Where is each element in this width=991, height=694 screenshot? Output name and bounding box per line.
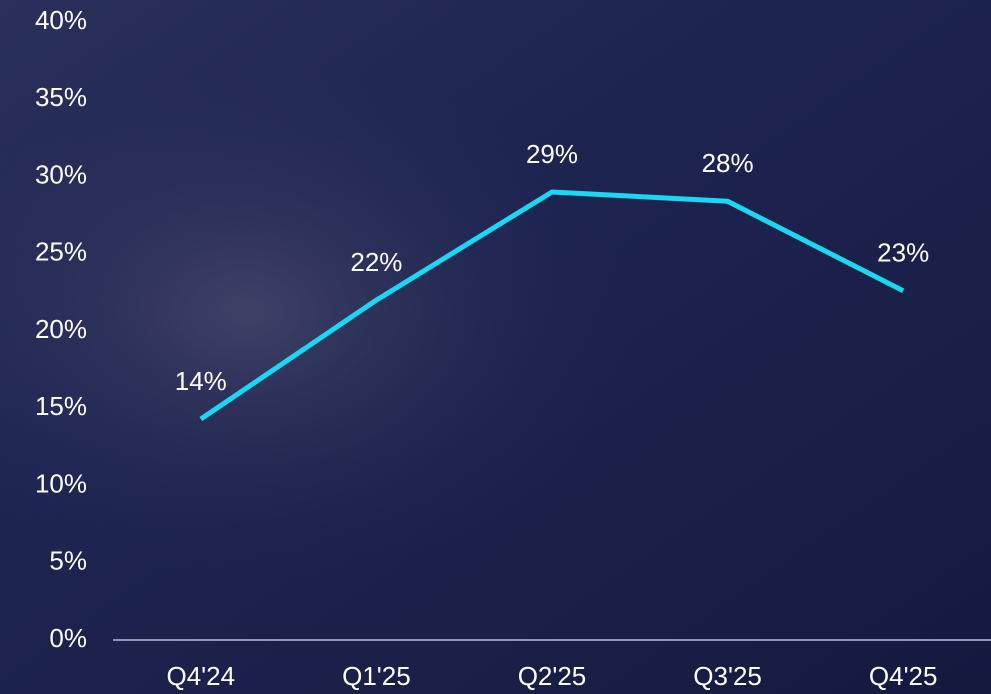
- data-label: 28%: [702, 148, 754, 178]
- y-tick-label: 10%: [35, 468, 87, 498]
- chart: 0% 5% 10% 15% 20% 25% 30% 35% 40% Q4'24 Q1'25 Q2'25…: [0, 0, 991, 694]
- x-tick-label: Q1'25: [342, 661, 411, 691]
- data-label: 29%: [526, 139, 578, 169]
- y-tick-label: 0%: [49, 623, 87, 653]
- y-tick-label: 30%: [35, 159, 87, 189]
- data-label: 23%: [877, 238, 929, 268]
- y-tick-label: 35%: [35, 82, 87, 112]
- x-tick-label: Q4'25: [869, 661, 938, 691]
- x-tick-label: Q2'25: [518, 661, 587, 691]
- y-tick-label: 20%: [35, 314, 87, 344]
- background-photo: [0, 0, 991, 694]
- y-tick-label: 5%: [49, 546, 87, 576]
- y-tick-label: 40%: [35, 5, 87, 35]
- y-tick-label: 25%: [35, 237, 87, 267]
- x-tick-label: Q3'25: [693, 661, 762, 691]
- page: {"chart_data": {"type": "line", "categor…: [0, 0, 991, 694]
- y-tick-label: 15%: [35, 391, 87, 421]
- data-label: 22%: [350, 247, 402, 277]
- data-label: 14%: [175, 366, 227, 396]
- x-tick-label: Q4'24: [167, 661, 236, 691]
